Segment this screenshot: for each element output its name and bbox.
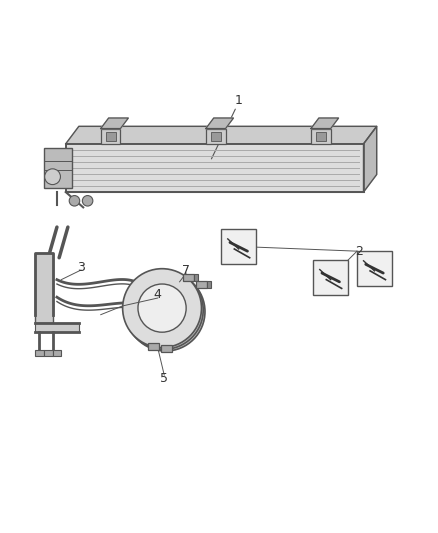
Bar (311, 128, 331, 144)
Text: 2: 2 (355, 245, 363, 257)
Bar (35, 253, 53, 324)
Bar (66, 144, 364, 192)
Polygon shape (311, 118, 339, 128)
Bar (53, 350, 61, 356)
Bar (148, 343, 159, 350)
Polygon shape (206, 118, 233, 128)
Bar (66, 144, 364, 192)
Bar (316, 132, 326, 141)
Bar (44, 350, 53, 356)
Bar (35, 350, 44, 356)
Polygon shape (364, 126, 377, 192)
Circle shape (138, 284, 186, 332)
Circle shape (45, 169, 60, 184)
Bar (161, 345, 172, 352)
Bar (35, 324, 79, 332)
Polygon shape (101, 118, 128, 128)
Circle shape (124, 270, 203, 349)
Bar (196, 280, 207, 287)
Text: 1: 1 (235, 94, 243, 108)
Text: 7: 7 (182, 263, 190, 277)
Bar (44, 148, 72, 188)
Bar (221, 229, 256, 264)
Bar (357, 251, 392, 286)
Text: 4: 4 (154, 288, 162, 302)
Circle shape (82, 196, 93, 206)
Bar (183, 274, 194, 281)
Bar (206, 128, 226, 144)
Circle shape (123, 269, 201, 348)
Bar (101, 128, 120, 144)
Polygon shape (66, 126, 377, 144)
Text: 3: 3 (77, 261, 85, 274)
Circle shape (69, 196, 80, 206)
Bar (313, 260, 348, 295)
Text: 5: 5 (160, 372, 168, 385)
Bar (194, 274, 198, 281)
Bar (106, 132, 116, 141)
Bar (211, 132, 221, 141)
Circle shape (126, 272, 205, 351)
Bar (207, 280, 211, 287)
